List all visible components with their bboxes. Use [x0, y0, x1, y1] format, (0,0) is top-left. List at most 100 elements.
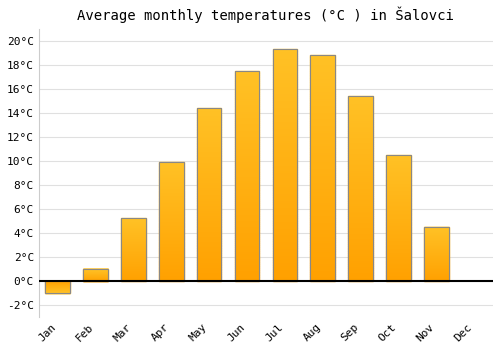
Bar: [197, 257, 222, 258]
Bar: [272, 190, 297, 193]
Bar: [121, 280, 146, 281]
Bar: [348, 166, 373, 168]
Bar: [197, 210, 222, 212]
Bar: [159, 229, 184, 230]
Bar: [348, 199, 373, 201]
Bar: [348, 209, 373, 211]
Bar: [272, 225, 297, 228]
Bar: [272, 151, 297, 153]
Bar: [348, 148, 373, 149]
Bar: [348, 162, 373, 164]
Bar: [386, 242, 410, 243]
Bar: [234, 75, 260, 77]
Bar: [121, 251, 146, 252]
Bar: [159, 240, 184, 241]
Bar: [159, 223, 184, 224]
Bar: [272, 63, 297, 65]
Bar: [234, 249, 260, 251]
Bar: [348, 183, 373, 185]
Bar: [310, 173, 335, 175]
Bar: [159, 169, 184, 170]
Bar: [159, 214, 184, 216]
Bar: [234, 247, 260, 249]
Bar: [159, 187, 184, 188]
Bar: [197, 269, 222, 271]
Bar: [197, 115, 222, 117]
Bar: [197, 160, 222, 162]
Bar: [310, 100, 335, 103]
Bar: [386, 179, 410, 180]
Bar: [272, 253, 297, 255]
Bar: [159, 222, 184, 223]
Bar: [159, 178, 184, 180]
Bar: [234, 224, 260, 226]
Bar: [272, 234, 297, 237]
Bar: [272, 79, 297, 82]
Bar: [121, 225, 146, 226]
Bar: [310, 249, 335, 251]
Bar: [386, 244, 410, 245]
Bar: [272, 265, 297, 267]
Bar: [310, 146, 335, 148]
Bar: [121, 222, 146, 223]
Bar: [121, 245, 146, 246]
Bar: [197, 168, 222, 170]
Bar: [197, 170, 222, 172]
Bar: [159, 270, 184, 271]
Bar: [272, 181, 297, 183]
Bar: [197, 110, 222, 111]
Bar: [234, 111, 260, 113]
Bar: [197, 229, 222, 231]
Bar: [424, 250, 448, 251]
Bar: [272, 142, 297, 144]
Bar: [197, 231, 222, 232]
Bar: [310, 175, 335, 177]
Bar: [348, 188, 373, 190]
Bar: [348, 157, 373, 159]
Bar: [197, 264, 222, 265]
Bar: [234, 165, 260, 167]
Bar: [310, 55, 335, 281]
Bar: [159, 211, 184, 212]
Bar: [234, 144, 260, 146]
Bar: [386, 189, 410, 190]
Bar: [272, 149, 297, 151]
Bar: [121, 227, 146, 228]
Bar: [121, 259, 146, 260]
Bar: [234, 121, 260, 123]
Bar: [386, 185, 410, 186]
Bar: [386, 191, 410, 193]
Bar: [159, 172, 184, 173]
Bar: [159, 219, 184, 220]
Bar: [234, 102, 260, 104]
Bar: [197, 260, 222, 262]
Bar: [121, 262, 146, 263]
Bar: [234, 73, 260, 75]
Bar: [159, 176, 184, 177]
Bar: [234, 260, 260, 262]
Bar: [197, 227, 222, 229]
Bar: [386, 271, 410, 272]
Bar: [424, 264, 448, 265]
Bar: [310, 166, 335, 168]
Bar: [272, 167, 297, 170]
Bar: [272, 232, 297, 234]
Bar: [121, 240, 146, 241]
Bar: [348, 273, 373, 275]
Bar: [159, 180, 184, 181]
Bar: [272, 89, 297, 91]
Bar: [197, 258, 222, 260]
Bar: [386, 232, 410, 233]
Bar: [234, 272, 260, 274]
Bar: [197, 243, 222, 245]
Bar: [159, 255, 184, 256]
Bar: [159, 280, 184, 281]
Bar: [348, 251, 373, 253]
Bar: [197, 248, 222, 250]
Bar: [348, 255, 373, 257]
Bar: [234, 186, 260, 188]
Bar: [424, 230, 448, 231]
Bar: [121, 218, 146, 281]
Bar: [234, 161, 260, 163]
Bar: [121, 263, 146, 264]
